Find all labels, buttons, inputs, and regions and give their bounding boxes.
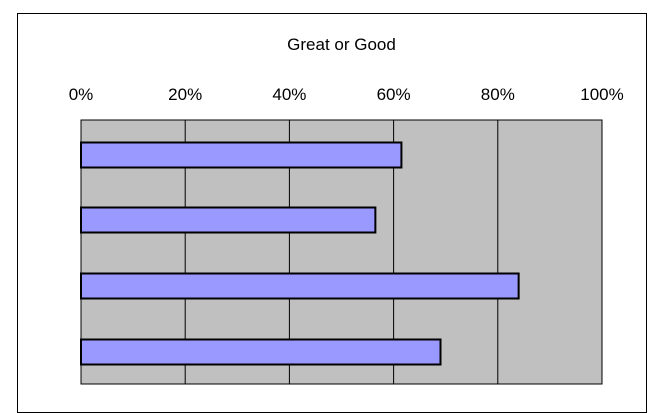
bars	[80, 141, 520, 366]
x-tick-label: 20%	[168, 85, 202, 104]
bar	[80, 338, 442, 366]
x-tick-label: 100%	[580, 85, 623, 104]
bar	[80, 141, 403, 169]
bar-chart: Great or Good 0% 20% 40% 60% 80% 100%	[69, 35, 624, 385]
x-tick-label: 80%	[481, 85, 515, 104]
x-tick-label: 60%	[377, 85, 411, 104]
x-tick-label: 0%	[69, 85, 94, 104]
bar	[80, 206, 377, 234]
chart-title: Great or Good	[287, 35, 396, 54]
x-tick-labels: 0% 20% 40% 60% 80% 100%	[69, 85, 624, 104]
x-tick-label: 40%	[272, 85, 306, 104]
bar	[80, 272, 520, 300]
